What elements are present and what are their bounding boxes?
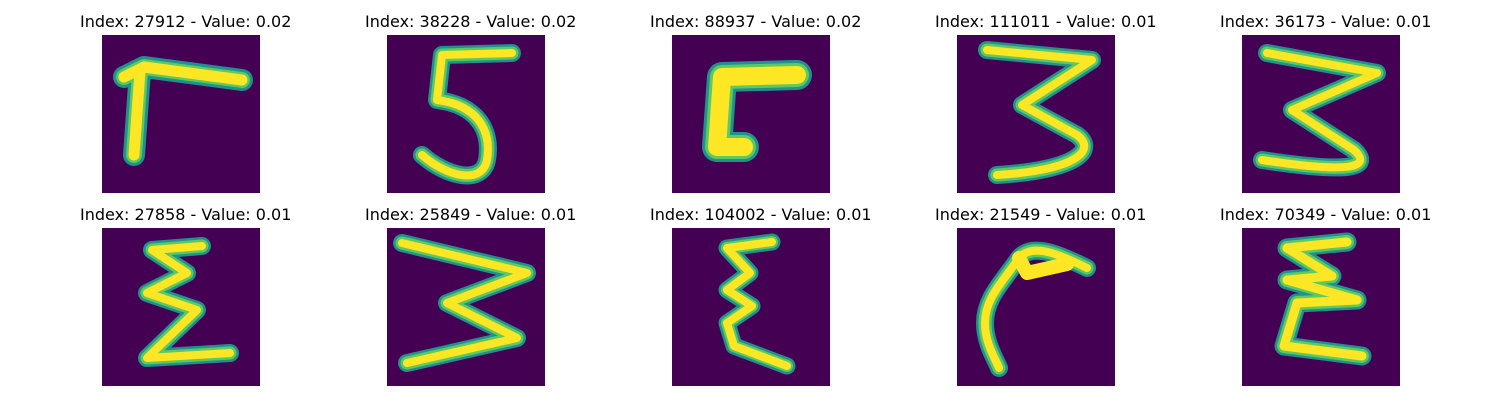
digit-image: [1242, 35, 1400, 193]
digit-three-icon: [957, 35, 1115, 193]
curved-hook-stroke-icon: [957, 228, 1115, 386]
panel-title: Index: 104002 - Value: 0.01: [650, 205, 872, 224]
digit-image: [1242, 228, 1400, 386]
digit-image: [957, 35, 1115, 193]
digit-image: [672, 35, 830, 193]
panel-title: Index: 70349 - Value: 0.01: [1220, 205, 1432, 224]
panel-title: Index: 25849 - Value: 0.01: [365, 205, 577, 224]
digit-image: [102, 35, 260, 193]
digit-image: [672, 228, 830, 386]
digit-image: [387, 35, 545, 193]
sigma-like-stroke-icon: [102, 228, 260, 386]
wide-three-stroke-icon: [387, 228, 545, 386]
panel-title: Index: 21549 - Value: 0.01: [935, 205, 1147, 224]
bracket-c-shape-icon: [672, 35, 830, 193]
panel-title: Index: 38228 - Value: 0.02: [365, 12, 577, 31]
digit-five-icon: [387, 35, 545, 193]
panel-title: Index: 36173 - Value: 0.01: [1220, 12, 1432, 31]
digit-image: [957, 228, 1115, 386]
seven-like-stroke-icon: [102, 35, 260, 193]
panel-title: Index: 27858 - Value: 0.01: [80, 205, 292, 224]
digit-image: [102, 228, 260, 386]
panel-title: Index: 27912 - Value: 0.02: [80, 12, 292, 31]
digit-image: [387, 228, 545, 386]
sigma-like-stroke-icon: [1242, 228, 1400, 386]
epsilon-like-stroke-icon: [672, 228, 830, 386]
panel-title: Index: 88937 - Value: 0.02: [650, 12, 862, 31]
panel-title: Index: 111011 - Value: 0.01: [935, 12, 1157, 31]
digit-three-icon: [1242, 35, 1400, 193]
